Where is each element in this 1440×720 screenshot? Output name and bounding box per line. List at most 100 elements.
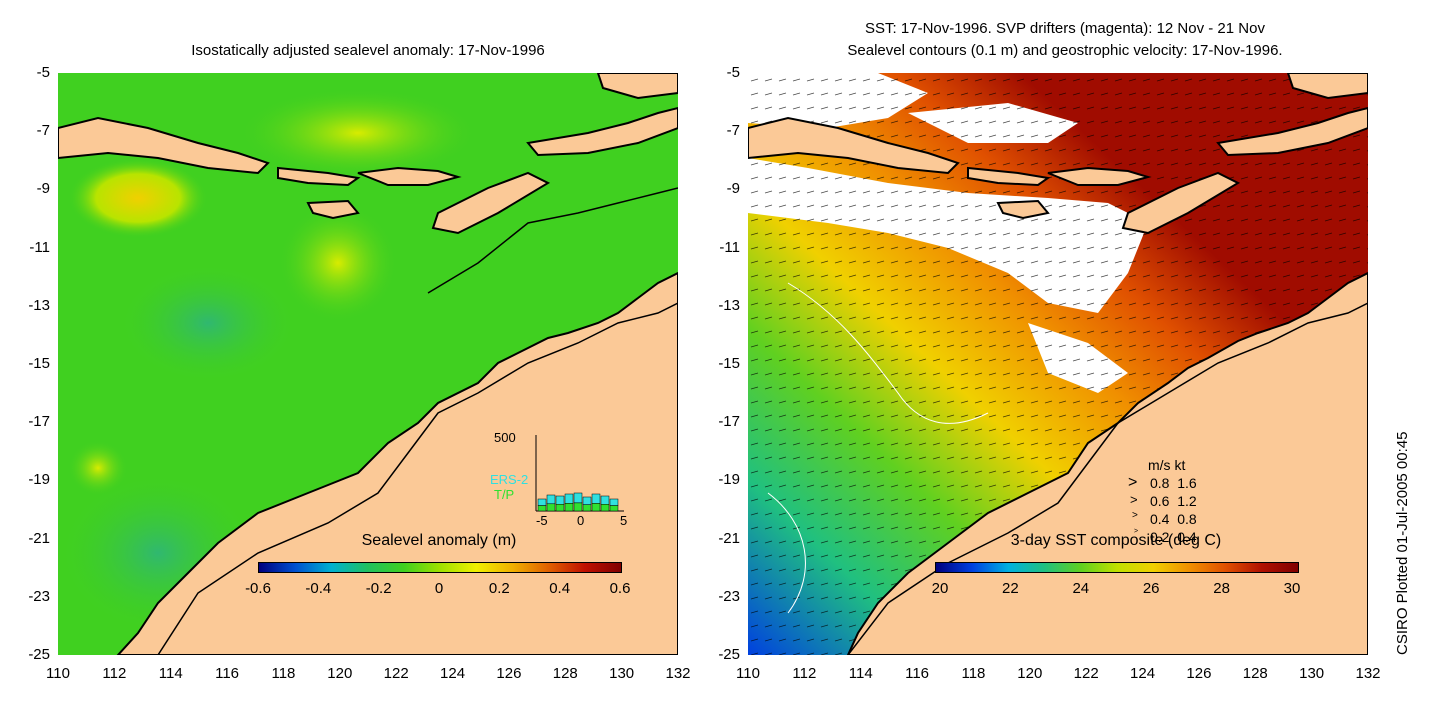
right-colorbar-tick: 20 bbox=[931, 580, 949, 597]
right-ytick: -7 bbox=[726, 122, 740, 140]
right-ytick: -13 bbox=[718, 296, 740, 314]
right-ytick: -21 bbox=[718, 529, 740, 547]
histogram-bar-ers2 bbox=[555, 495, 565, 505]
right-xtick: 126 bbox=[1186, 665, 1212, 682]
right-xtick: 124 bbox=[1130, 665, 1156, 682]
histogram-bar-ers2 bbox=[564, 493, 574, 504]
right-xtick: 110 bbox=[736, 665, 760, 682]
right-xtick: 128 bbox=[1242, 665, 1268, 682]
right-map-title-line2: Sealevel contours (0.1 m) and geostrophi… bbox=[847, 42, 1283, 59]
right-ytick: -5 bbox=[726, 64, 740, 81]
histogram-bar-ers2 bbox=[582, 496, 592, 505]
velocity-arrow-icon: > bbox=[1130, 492, 1138, 507]
left-ytick: -9 bbox=[36, 180, 50, 198]
legend-ers2: ERS-2 bbox=[490, 472, 529, 487]
right-xtick: 130 bbox=[1299, 665, 1325, 682]
left-ytick: -7 bbox=[36, 122, 50, 140]
histogram-bar-tp bbox=[573, 502, 583, 512]
left-xtick: 132 bbox=[665, 665, 691, 682]
left-ytick: -19 bbox=[28, 471, 50, 489]
histogram-bar-tp bbox=[537, 505, 547, 512]
histogram-ymax: 500 bbox=[494, 430, 516, 445]
velocity-arrow-icon: > bbox=[1134, 528, 1139, 535]
velocity-legend-header: m/s kt bbox=[1148, 457, 1186, 473]
velocity-legend-row: 0.6 1.2 bbox=[1150, 493, 1197, 509]
left-xtick: 122 bbox=[383, 665, 409, 682]
histogram-bar-ers2 bbox=[609, 498, 619, 506]
right-xtick: 122 bbox=[1073, 665, 1099, 682]
right-ytick: -23 bbox=[718, 587, 740, 605]
left-xtick: 120 bbox=[327, 665, 353, 682]
left-xtick: 130 bbox=[609, 665, 635, 682]
left-colorbar-tick: 0 bbox=[434, 580, 444, 597]
left-ytick: -25 bbox=[28, 646, 50, 663]
histogram-bar-tp bbox=[546, 503, 556, 512]
left-ytick: -15 bbox=[28, 355, 50, 372]
right-ytick: -15 bbox=[718, 355, 740, 372]
right-ytick: -9 bbox=[726, 180, 740, 198]
velocity-arrow-icon: > bbox=[1132, 510, 1138, 521]
right-colorbar-tick: 26 bbox=[1142, 580, 1160, 597]
left-colorbar-tick: -0.6 bbox=[245, 580, 271, 597]
histogram-bar-tp bbox=[582, 504, 592, 512]
right-colorbar-tick: 30 bbox=[1283, 580, 1301, 597]
legend-tp: T/P bbox=[494, 487, 515, 502]
right-xtick: 114 bbox=[848, 665, 873, 682]
hist-xtick-0: 0 bbox=[577, 513, 585, 528]
right-colorbar bbox=[935, 562, 1299, 573]
left-ytick: -17 bbox=[28, 413, 50, 431]
right-ytick: -19 bbox=[718, 471, 740, 489]
right-colorbar-tick: 22 bbox=[1002, 580, 1019, 597]
right-colorbar-tick: 24 bbox=[1072, 580, 1090, 597]
right-colorbar-label: 3-day SST composite (deg C) bbox=[1010, 532, 1222, 549]
right-xtick: 120 bbox=[1017, 665, 1043, 682]
left-ytick: -21 bbox=[28, 529, 50, 547]
histogram-bar-ers2 bbox=[591, 493, 601, 504]
left-xtick: 114 bbox=[158, 665, 183, 682]
hist-xtick-neg5: -5 bbox=[536, 513, 548, 528]
histogram-bar-ers2 bbox=[573, 492, 583, 504]
left-colorbar-tick: -0.2 bbox=[365, 580, 392, 597]
left-colorbar-tick: 0.4 bbox=[549, 580, 571, 597]
left-colorbar-tick: 0.2 bbox=[488, 580, 510, 597]
velocity-legend-row: 0.2 0.4 bbox=[1150, 529, 1197, 545]
right-map-title-line1: SST: 17-Nov-1996. SVP drifters (magenta)… bbox=[865, 20, 1265, 37]
sealevel-anomaly-map bbox=[58, 73, 678, 655]
histogram-bar-ers2 bbox=[546, 494, 556, 505]
histogram-bar-tp bbox=[555, 504, 565, 512]
velocity-arrow-icon: > bbox=[1128, 474, 1138, 491]
right-colorbar-tick: 28 bbox=[1213, 580, 1230, 597]
histogram-inset bbox=[535, 435, 624, 512]
left-map-title: Isostatically adjusted sealevel anomaly:… bbox=[191, 42, 545, 59]
hist-xtick-5: 5 bbox=[620, 513, 628, 528]
left-ytick: -5 bbox=[36, 64, 50, 81]
velocity-legend-row: 0.4 0.8 bbox=[1150, 511, 1197, 527]
histogram-bar-tp bbox=[609, 505, 619, 512]
sst-map bbox=[748, 73, 1368, 655]
right-xtick: 118 bbox=[961, 665, 986, 682]
left-xtick: 116 bbox=[215, 665, 240, 682]
histogram-bar-ers2 bbox=[600, 495, 610, 505]
left-colorbar-tick: 0.6 bbox=[609, 580, 631, 597]
left-xtick: 124 bbox=[440, 665, 466, 682]
left-xtick: 112 bbox=[102, 665, 127, 682]
histogram-bar-tp bbox=[600, 504, 610, 512]
left-xtick: 128 bbox=[552, 665, 578, 682]
left-xtick: 110 bbox=[46, 665, 70, 682]
right-xtick: 112 bbox=[792, 665, 817, 682]
right-xtick: 116 bbox=[905, 665, 930, 682]
credit-text: CSIRO Plotted 01-Jul-2005 00:45 bbox=[1394, 431, 1411, 655]
histogram-bar-tp bbox=[591, 503, 601, 512]
left-colorbar-label: Sealevel anomaly (m) bbox=[361, 532, 517, 549]
histogram-bar-tp bbox=[564, 503, 574, 512]
left-ytick: -23 bbox=[28, 587, 50, 605]
left-ytick: -13 bbox=[28, 296, 50, 314]
velocity-legend-row: 0.8 1.6 bbox=[1150, 475, 1197, 491]
left-xtick: 118 bbox=[271, 665, 296, 682]
right-xtick: 132 bbox=[1355, 665, 1381, 682]
left-xtick: 126 bbox=[496, 665, 522, 682]
right-ytick: -25 bbox=[718, 646, 740, 663]
left-ytick: -11 bbox=[29, 238, 50, 256]
left-colorbar bbox=[258, 562, 622, 573]
right-ytick: -11 bbox=[719, 238, 740, 256]
